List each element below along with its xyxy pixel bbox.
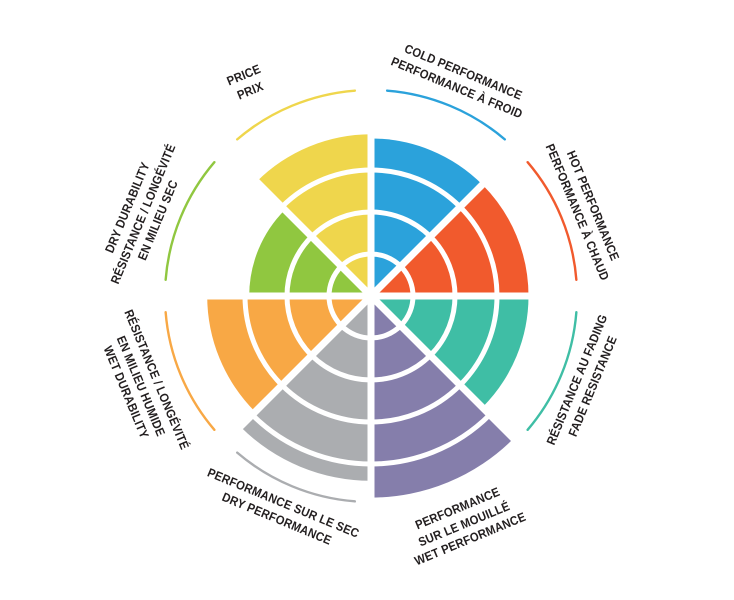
sector-cold-performance (371, 138, 483, 296)
sector-hot-performance (371, 184, 529, 296)
grid-radial-225 (214, 293, 374, 453)
grid-radial-315 (214, 139, 374, 299)
sector-fade-resistance (371, 296, 529, 408)
outer-arc-price (236, 89, 357, 141)
grid-radial-135 (368, 293, 528, 453)
outer-arc-hot-performance (526, 161, 578, 282)
outer-arc-fade-resistance (526, 310, 578, 431)
outer-arc-dry-durability (164, 161, 216, 282)
outer-arc-dry-performance (236, 451, 357, 503)
sector-dry-durability (249, 209, 371, 296)
sector-wet-performance (371, 296, 514, 498)
outer-arc-cold-performance (385, 89, 506, 141)
grid-radial-45 (368, 139, 528, 299)
outer-arc-wet-durability (164, 310, 216, 431)
